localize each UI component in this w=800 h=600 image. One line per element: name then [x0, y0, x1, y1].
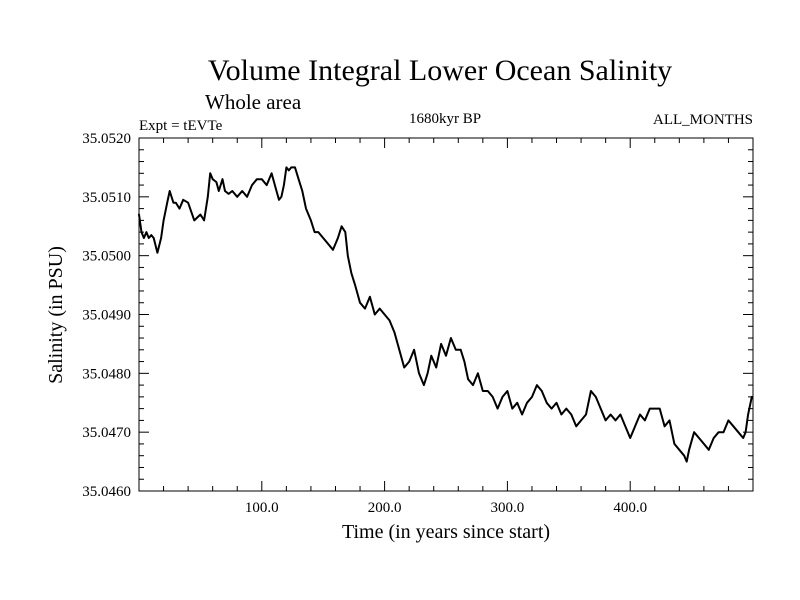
- y-tick-label: 35.0480: [82, 366, 131, 382]
- chart-subtitle: Whole area: [205, 90, 302, 114]
- y-tick-label: 35.0460: [82, 484, 131, 500]
- y-axis-label: Salinity (in PSU): [45, 246, 67, 384]
- y-tick-label: 35.0520: [82, 131, 131, 147]
- x-tick-label: 400.0: [613, 500, 647, 516]
- months-label: ALL_MONTHS: [653, 112, 753, 128]
- period-label: 1680kyr BP: [409, 111, 481, 127]
- y-tick-label: 35.0470: [82, 425, 131, 441]
- x-axis-label: Time (in years since start): [342, 521, 550, 543]
- experiment-label: Expt = tEVTe: [139, 118, 223, 134]
- x-tick-label: 200.0: [368, 500, 402, 516]
- y-tick-label: 35.0500: [82, 249, 131, 265]
- x-tick-label: 300.0: [491, 500, 525, 516]
- salinity-series-line: [138, 166, 753, 463]
- chart-title: Volume Integral Lower Ocean Salinity: [208, 54, 672, 87]
- y-tick-label: 35.0510: [82, 190, 131, 206]
- x-tick-label: 100.0: [245, 500, 279, 516]
- plot-frame: [138, 137, 754, 492]
- y-tick-label: 35.0490: [82, 308, 131, 324]
